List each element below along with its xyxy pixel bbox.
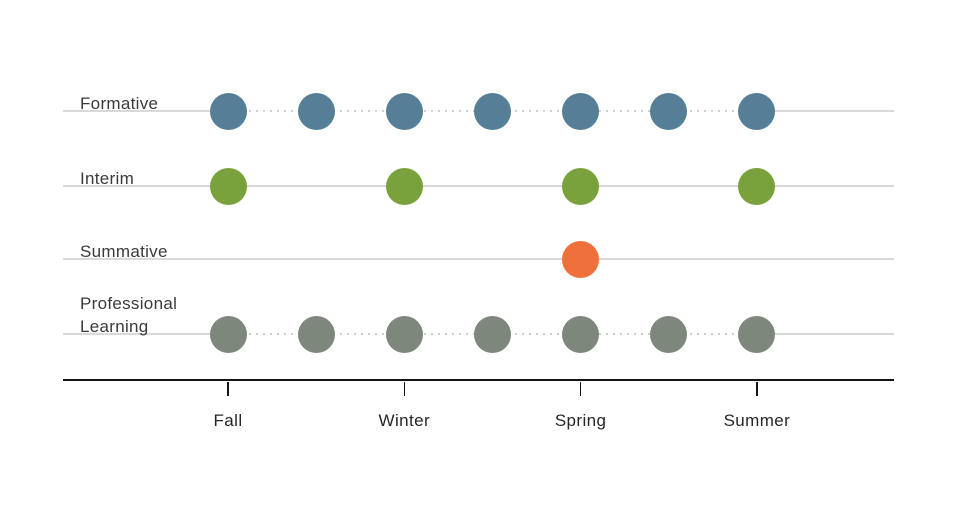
data-dot-formative: [385, 92, 423, 130]
x-axis-tick-spring: [579, 382, 582, 396]
data-dot-professional-learning: [738, 315, 776, 353]
data-dot-formative: [473, 92, 511, 130]
x-axis-tick-fall: [227, 382, 229, 396]
row-label-summative: Summative: [80, 240, 168, 263]
data-dot-formative: [297, 92, 335, 130]
x-axis-label-spring: Spring: [554, 411, 607, 430]
data-dot-interim: [562, 167, 600, 205]
row-baseline-interim: [63, 185, 894, 187]
row-label-line: Interim: [80, 169, 135, 188]
row-label-line: Summative: [80, 242, 168, 261]
data-dot-formative: [209, 92, 247, 130]
row-label-line: Professional: [80, 294, 178, 313]
data-dot-summative: [562, 240, 600, 278]
row-label-formative: Formative: [80, 92, 158, 115]
row-baseline-formative: [756, 110, 894, 112]
x-axis-label-fall: Fall: [213, 411, 243, 430]
x-axis-label-winter: Winter: [378, 411, 431, 430]
data-dot-professional-learning: [473, 315, 511, 353]
x-axis-line: [63, 378, 894, 382]
data-dot-professional-learning: [562, 315, 600, 353]
data-dot-interim: [385, 167, 423, 205]
data-dot-professional-learning: [385, 315, 423, 353]
x-axis-label-summer: Summer: [723, 411, 791, 430]
data-dot-formative: [562, 92, 600, 130]
data-dot-professional-learning: [297, 315, 335, 353]
row-baseline-formative: [63, 110, 228, 112]
row-baseline-professional-learning: [756, 333, 894, 335]
row-label-line: Learning: [80, 317, 149, 336]
row-baseline-professional-learning: [63, 333, 228, 335]
x-axis-tick-summer: [756, 382, 758, 396]
data-dot-interim: [738, 167, 776, 205]
data-dot-professional-learning: [650, 315, 688, 353]
row-label-line: Formative: [80, 94, 159, 113]
data-dot-professional-learning: [209, 315, 247, 353]
row-baseline-summative: [63, 258, 894, 260]
row-label-interim: Interim: [80, 167, 134, 190]
x-axis-tick-winter: [403, 382, 406, 396]
data-dot-formative: [738, 92, 776, 130]
data-dot-interim: [209, 167, 247, 205]
row-label-professional-learning: Professional Learning: [80, 292, 177, 338]
data-dot-formative: [650, 92, 688, 130]
